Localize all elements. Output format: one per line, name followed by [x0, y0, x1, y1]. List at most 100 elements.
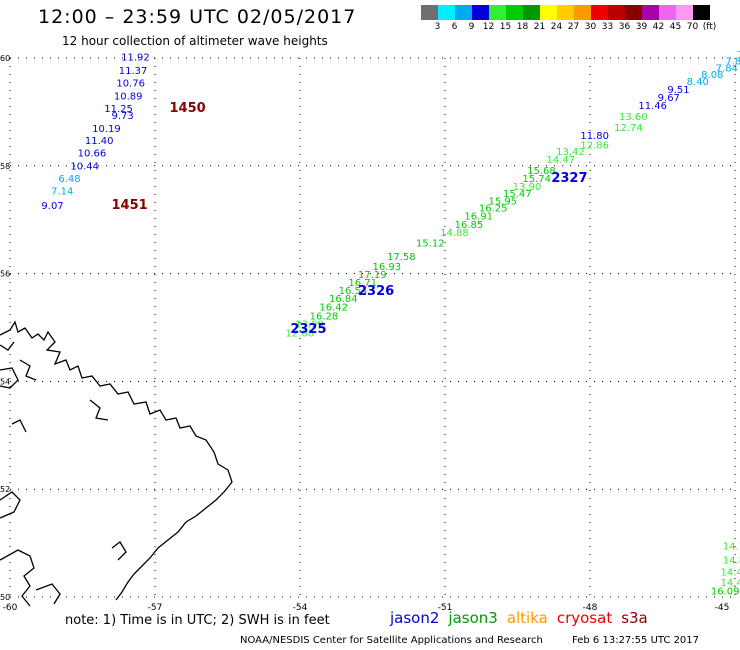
colorbar-swatch	[625, 5, 642, 20]
satellite-legend-entry: jason2	[390, 609, 440, 627]
pass-number-label: 2326	[358, 284, 394, 299]
swh-observation-label: 16.91	[464, 212, 493, 223]
lon-tick-label: -57	[148, 603, 163, 613]
swh-observation-label: 11.80	[580, 131, 609, 142]
swh-observation-label: 14.47	[547, 155, 576, 166]
colorbar-label: 6	[451, 22, 458, 32]
coastline	[0, 320, 233, 607]
swh-observation-label: 16.54	[339, 286, 368, 297]
swh-observation-label: 9.73	[112, 111, 134, 122]
satellite-legend-entry: cryosat	[556, 609, 613, 627]
colorbar-label: 24	[550, 22, 563, 32]
swh-observation-label: 7.1	[737, 50, 740, 61]
credit-text: NOAA/NESDIS Center for Satellite Applica…	[240, 635, 543, 646]
swh-observation-label: 14.88	[440, 228, 469, 239]
swh-observation-label: 9.51	[667, 85, 689, 96]
colorbar-swatch	[608, 5, 625, 20]
pass-number-label: 1451	[112, 198, 148, 213]
swh-observation-label: 15.68	[527, 166, 556, 177]
colorbar-label: 15	[499, 22, 512, 32]
swh-observation-label: 14.73	[723, 542, 740, 553]
satellite-legend: jason2 jason3 altika cryosat s3a	[390, 609, 657, 627]
swh-observation-label: 10.44	[70, 162, 99, 173]
swh-observation-label: 16.85	[455, 220, 484, 231]
lon-tick-label: -51	[438, 603, 453, 613]
swh-observation-label: 8.08	[701, 70, 723, 81]
swh-observation-label: 7.84	[716, 63, 738, 74]
colorbar-label: 42	[652, 22, 665, 32]
swh-observation-label: 13.42	[556, 147, 585, 158]
page-subtitle: 12 hour collection of altimeter wave hei…	[62, 34, 328, 48]
swh-observation-label: 7.14	[51, 186, 73, 197]
colorbar-swatch	[506, 5, 523, 20]
wave-height-observations: 11.9211.3710.7610.8911.259.7310.1911.401…	[41, 50, 740, 597]
swh-observation-label: 16.42	[319, 302, 348, 313]
swh-observation-label: 13.60	[619, 112, 648, 123]
pass-number-label: 2325	[290, 322, 326, 337]
swh-observation-label: 11.25	[104, 104, 133, 115]
lon-tick-label: -45	[715, 603, 730, 613]
pass-number-label: 2327	[551, 171, 587, 186]
map-grid: 60 58 56 54 52 50-60 -57 -54 -51 -48 -45	[0, 54, 736, 613]
colorbar-label: 30	[584, 22, 597, 32]
colorbar-label: 21	[533, 22, 546, 32]
swh-observation-label: 11.40	[85, 136, 114, 147]
colorbar-label: 33	[601, 22, 614, 32]
colorbar-swatch	[591, 5, 608, 20]
satellite-legend-entry: jason3	[448, 609, 498, 627]
lat-tick-label: 56	[0, 270, 10, 279]
swh-observation-label: 16.93	[373, 262, 402, 273]
colorbar-swatch	[489, 5, 506, 20]
swh-observation-label: 17.58	[387, 252, 416, 263]
colorbar-label: 9	[468, 22, 475, 32]
units-note: note: 1) Time is in UTC; 2) SWH is in fe…	[65, 613, 330, 628]
swh-observation-label: 10.76	[116, 79, 145, 90]
colorbar-swatch	[540, 5, 557, 20]
swh-observation-label: 9.67	[658, 93, 680, 104]
colorbar-swatch	[455, 5, 472, 20]
swh-observation-label: 12.86	[580, 141, 609, 152]
swh-observation-label: 11.46	[638, 101, 667, 112]
colorbar-swatch	[574, 5, 591, 20]
pass-number-label: 1450	[170, 101, 206, 116]
colorbar-label: 18	[516, 22, 529, 32]
colorbar-swatch	[693, 5, 710, 20]
colorbar-swatch	[523, 5, 540, 20]
swh-observation-label: 17.19	[358, 270, 387, 281]
credit-line: NOAA/NESDIS Center for Satellite Applica…	[240, 635, 699, 646]
colorbar-label: 27	[567, 22, 580, 32]
swh-observation-label: 14.88	[723, 556, 740, 567]
swh-observation-label: 11.92	[121, 53, 150, 64]
page-title: 12:00 – 23:59 UTC 02/05/2017	[38, 6, 357, 28]
lat-tick-label: 50	[0, 593, 10, 602]
swh-observation-label: 15.95	[489, 197, 518, 208]
swh-observation-label: 12.60	[286, 329, 315, 340]
lon-tick-label: -48	[583, 603, 598, 613]
lat-tick-label: 52	[0, 485, 10, 494]
swh-observation-label: 12.74	[614, 123, 643, 134]
colorbar-label: 45	[669, 22, 682, 32]
colorbar-label: 36	[618, 22, 631, 32]
colorbar-swatch	[557, 5, 574, 20]
swh-observation-label: 11.37	[119, 66, 148, 77]
colorbar-swatch	[438, 5, 455, 20]
swh-observation-label: 16.71	[348, 278, 377, 289]
colorbar-label: 12	[482, 22, 495, 32]
lat-tick-label: 60	[0, 54, 10, 63]
colorbar-swatch	[472, 5, 489, 20]
swh-observation-label: 16.28	[310, 311, 339, 322]
colorbar-swatch	[642, 5, 659, 20]
swh-observation-label: 10.66	[78, 149, 107, 160]
colorbar-swatch	[421, 5, 438, 20]
colorbar-swatch	[676, 5, 693, 20]
colorbar-swatch	[659, 5, 676, 20]
lon-tick-label: -60	[3, 603, 18, 613]
swh-observation-label: 16.84	[329, 294, 358, 305]
swh-observation-label: 13.99	[295, 320, 324, 331]
swh-observation-label: 13.90	[513, 182, 542, 193]
colorbar-label: 70	[686, 22, 699, 32]
colorbar-label: 3	[434, 22, 441, 32]
swh-observation-label: 14.47	[721, 567, 740, 578]
swh-observation-label: 10.19	[92, 124, 121, 135]
